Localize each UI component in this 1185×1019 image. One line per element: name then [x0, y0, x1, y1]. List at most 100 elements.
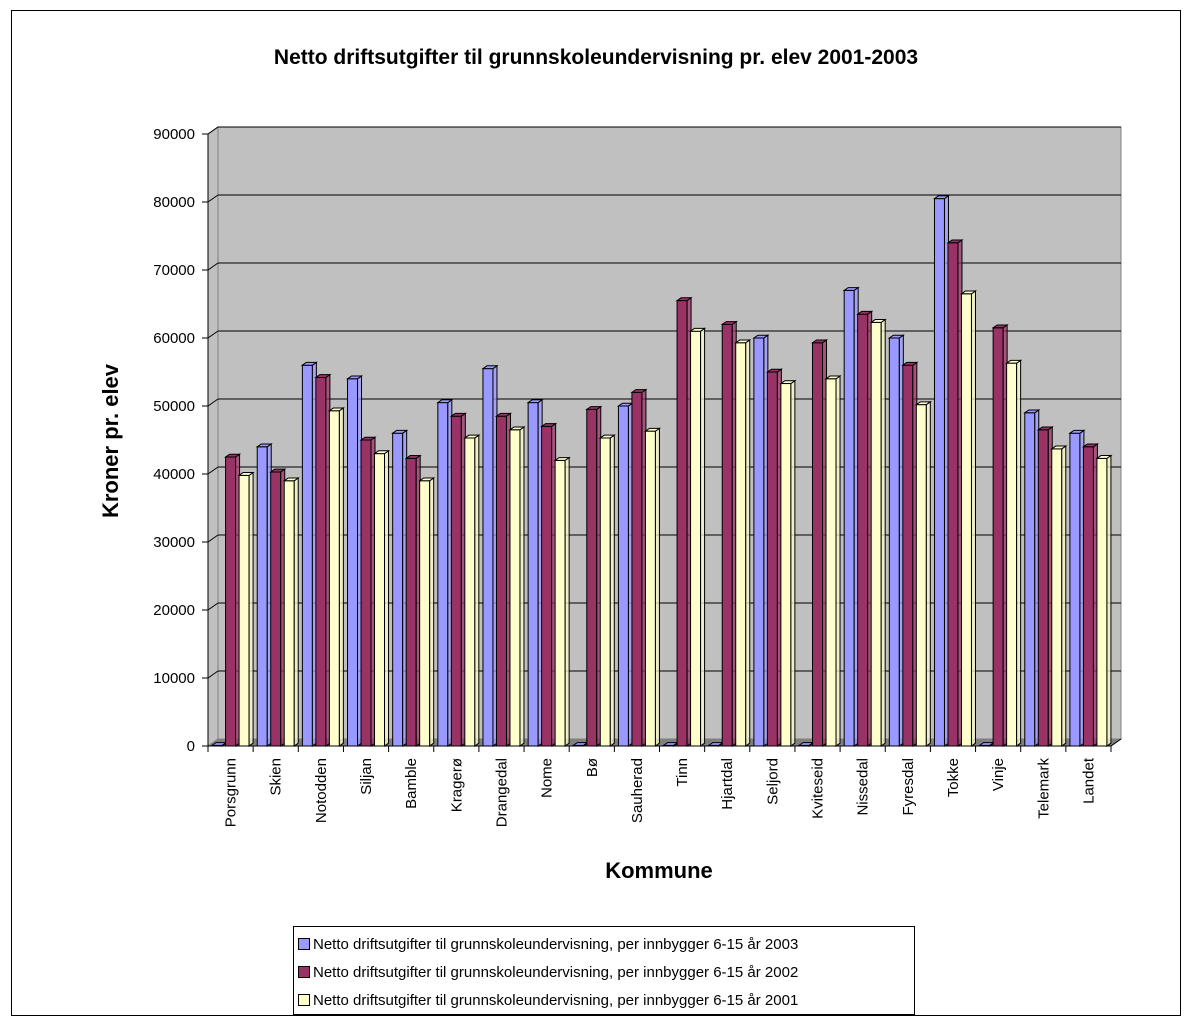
bar-top	[494, 412, 513, 417]
bar-side	[700, 327, 706, 747]
bar-Nome-2003	[526, 398, 544, 747]
y-tick-label: 40000	[153, 466, 195, 483]
bar-Kragerø-2001	[463, 434, 481, 747]
bar-top	[946, 239, 964, 244]
bar-front	[735, 342, 747, 747]
gridline-diagonal	[207, 398, 219, 407]
bar-front	[509, 429, 521, 747]
bar-front	[392, 432, 404, 747]
bar-side	[293, 477, 299, 747]
bar-top	[932, 195, 951, 200]
bar-top	[508, 426, 526, 431]
legend-item-2001: Netto driftsutgifter til grunnskoleunder…	[298, 986, 914, 1014]
bar-top	[959, 290, 978, 295]
legend-swatch-2003	[298, 938, 310, 950]
legend-label-2002: Netto driftsutgifter til grunnskoleunder…	[313, 963, 799, 981]
bar-front	[843, 289, 855, 747]
legend: Netto driftsutgifter til grunnskoleunder…	[293, 926, 915, 1015]
y-tick-label: 30000	[153, 534, 195, 551]
x-tick-label: Fyresdal	[900, 758, 917, 816]
bar-Kragerø-2003	[436, 398, 454, 747]
bar-Kviteseid-2002	[810, 338, 829, 747]
bar-Notodden-2001	[327, 406, 345, 747]
bar-front	[360, 439, 372, 747]
bar-Siljan-2003	[345, 375, 364, 747]
bar-side	[248, 471, 254, 747]
bar-front	[812, 342, 824, 747]
bar-top	[842, 287, 860, 291]
bar-front	[374, 453, 386, 747]
bar-top	[991, 324, 1009, 329]
bar-front	[617, 405, 629, 747]
bar-top	[300, 361, 318, 366]
bar-side	[654, 427, 660, 747]
y-tick-label: 0	[187, 738, 195, 755]
bar-front	[1037, 429, 1049, 747]
bar-Tokke-2002	[946, 239, 964, 747]
bar-side	[925, 400, 931, 747]
bar-Kviteseid-2001	[824, 375, 842, 747]
bar-top	[1068, 429, 1086, 434]
x-tick-label: Nome	[539, 758, 556, 798]
x-tick-label: Telemark	[1035, 758, 1052, 819]
bar-top	[734, 339, 752, 344]
gridline-diagonal	[207, 534, 219, 543]
bar-front	[599, 437, 611, 747]
bar-front	[225, 456, 237, 747]
bar-top	[404, 455, 422, 459]
bar-top	[255, 443, 273, 448]
bar-side	[338, 406, 344, 747]
bar-front	[960, 293, 972, 747]
bar-front	[1096, 457, 1108, 747]
bar-Porsgrunn-2001	[237, 471, 255, 747]
bar-side	[564, 456, 570, 747]
bar-front	[238, 474, 250, 747]
gridline-diagonal	[207, 126, 219, 135]
bar-Seljord-2003	[752, 334, 770, 747]
y-tick-label: 10000	[153, 670, 195, 687]
bar-Notodden-2003	[300, 361, 318, 747]
bar-Landet-2001	[1095, 454, 1113, 747]
x-tick-label: Sauherad	[629, 758, 646, 823]
bar-front	[915, 404, 927, 747]
bar-top	[1095, 455, 1113, 459]
bar-top	[914, 401, 932, 406]
x-tick-label: Bø	[584, 758, 601, 777]
bar-front	[947, 242, 959, 747]
bar-front	[256, 446, 268, 747]
y-tick-label: 20000	[153, 602, 195, 619]
bar-side	[609, 434, 615, 747]
bar-front	[902, 364, 914, 747]
bar-Drangedal-2002	[494, 412, 513, 747]
bar-front	[328, 410, 340, 747]
legend-item-2002: Netto driftsutgifter til grunnskoleunder…	[298, 958, 914, 986]
bar-Tokke-2003	[932, 194, 951, 747]
bar-top	[481, 365, 499, 370]
bar-top	[372, 450, 391, 455]
bar-front	[631, 391, 643, 747]
bar-top	[540, 423, 558, 427]
bar-front	[644, 430, 656, 747]
bar-top	[643, 427, 662, 432]
gridline-diagonal	[207, 466, 219, 475]
bar-top	[345, 375, 364, 380]
y-tick-label: 80000	[153, 194, 195, 211]
bar-front	[1082, 446, 1094, 747]
bar-side	[1061, 445, 1067, 747]
bar-Hjartdal-2002	[720, 320, 738, 747]
bar-front	[450, 415, 462, 747]
y-axis-label: Kroner pr. elev	[98, 363, 123, 518]
bar-top	[223, 453, 242, 458]
bar-front	[301, 364, 313, 747]
bar-front	[888, 337, 900, 747]
bar-top	[359, 436, 377, 441]
bar-side	[970, 290, 976, 747]
bar-top	[810, 339, 829, 344]
bar-Porsgrunn-2002	[223, 453, 242, 747]
x-axis-end	[1110, 738, 1122, 747]
gridline-diagonal	[207, 602, 219, 611]
gridline-diagonal	[207, 670, 219, 679]
bar-side	[1016, 359, 1022, 747]
bar-top	[765, 368, 783, 373]
bar-front	[464, 437, 476, 747]
